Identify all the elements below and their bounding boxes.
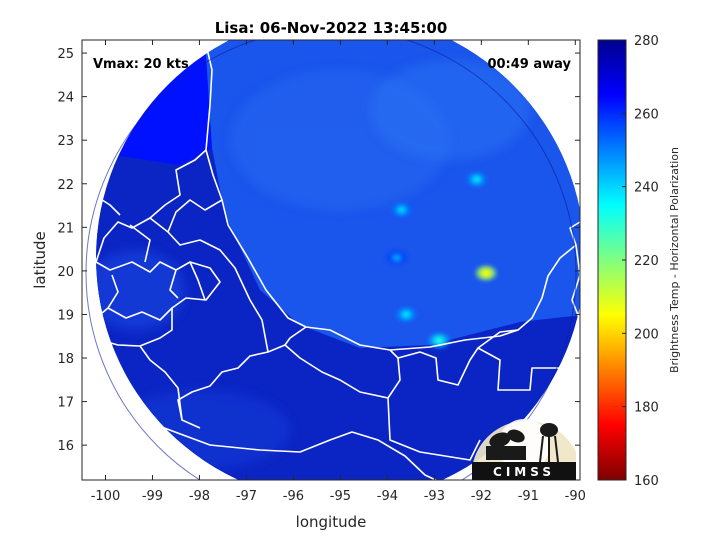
logo-building <box>486 446 526 460</box>
x-axis-label: longitude <box>296 513 367 531</box>
colorbar-tick-label: 260 <box>634 107 659 122</box>
logo-text: CIMSS <box>493 465 555 479</box>
x-tick-label: -100 <box>91 489 121 504</box>
colorbar-label: Brightness Temp - Horizontal Polarizatio… <box>668 147 681 373</box>
x-tick-label: -98 <box>189 489 210 504</box>
northern-border <box>82 40 207 219</box>
y-tick-label: 22 <box>57 178 74 193</box>
chiapas-border <box>284 344 481 461</box>
ocean-texture <box>370 60 530 160</box>
vmax-annotation: Vmax: 20 kts <box>93 57 189 72</box>
cold-spot <box>471 175 482 184</box>
cold-spot <box>396 205 407 214</box>
y-tick-label: 18 <box>57 352 74 367</box>
logo-dish-icon <box>489 432 511 448</box>
colorbar-tick-label: 160 <box>634 474 659 489</box>
x-axis: -100 -99 -98 -97 -96 -95 -94 -93 -92 -91 -90 <box>91 40 586 504</box>
central-states-border <box>85 224 221 331</box>
y-tick-label: 21 <box>57 221 74 236</box>
y-tick-label: 20 <box>57 265 74 280</box>
logo-banner <box>472 462 576 480</box>
veracruz-border <box>95 199 251 301</box>
pacific-coastline <box>82 397 438 480</box>
swath-edge <box>85 40 577 480</box>
x-tick-label: -93 <box>424 489 445 504</box>
gulf-coastline <box>204 40 577 351</box>
colorbar-tick-label: 240 <box>634 181 659 196</box>
cold-spot <box>391 253 402 262</box>
y-tick-label: 16 <box>57 439 74 454</box>
logo-dish-icon <box>507 429 525 443</box>
x-tick-label: -97 <box>236 489 257 504</box>
y-tick-label: 24 <box>57 91 74 106</box>
y-tick-label: 23 <box>57 134 74 149</box>
logo-water-tower-icon <box>540 423 558 437</box>
time-away-annotation: 00:49 away <box>487 57 571 72</box>
y-tick-label: 17 <box>57 396 74 411</box>
colorbar <box>597 39 627 481</box>
colorbar-tick-label: 280 <box>634 34 659 49</box>
x-tick-label: -91 <box>518 489 539 504</box>
y-tick-label: 19 <box>57 308 74 323</box>
colorbar-ticks: 160 180 200 220 240 260 280 <box>622 34 659 489</box>
tabasco-border <box>389 347 479 386</box>
cimss-logo: CIMSS <box>472 419 576 480</box>
colorbar-tick-label: 180 <box>634 401 659 416</box>
colorbar-tick-label: 220 <box>634 254 659 269</box>
logo-tower-legs <box>539 435 559 463</box>
x-tick-label: -90 <box>565 489 586 504</box>
axes-box <box>81 39 581 481</box>
x-tick-label: -94 <box>377 489 398 504</box>
x-tick-label: -99 <box>142 489 163 504</box>
chart-title: Lisa: 06-Nov-2022 13:45:00 <box>215 19 448 37</box>
colorbar-tick-label: 200 <box>634 327 659 342</box>
x-tick-label: -95 <box>330 489 351 504</box>
x-tick-label: -92 <box>471 489 492 504</box>
x-tick-label: -96 <box>283 489 304 504</box>
cold-spot <box>481 269 492 278</box>
cold-spot <box>434 336 445 345</box>
cold-spot <box>401 310 412 319</box>
map-borders <box>82 40 580 480</box>
oaxaca-border <box>177 299 307 429</box>
y-axis-label: latitude <box>31 231 49 289</box>
y-tick-label: 25 <box>57 47 74 62</box>
guerrero-border <box>85 308 183 421</box>
y-axis: 16 17 18 19 20 21 22 23 24 25 <box>57 47 580 454</box>
